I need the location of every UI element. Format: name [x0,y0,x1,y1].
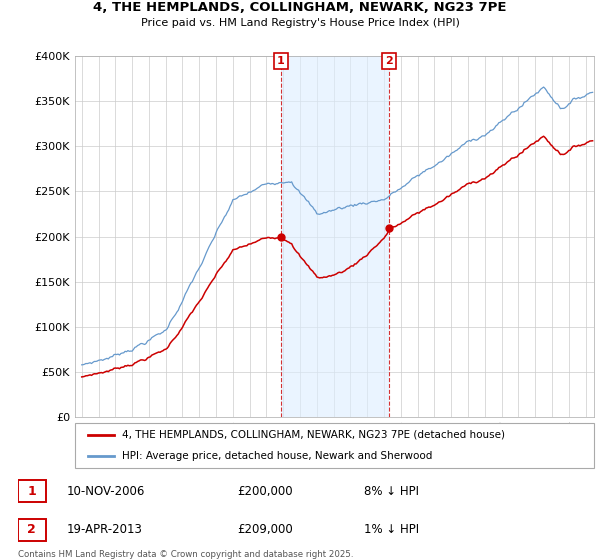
Text: 8% ↓ HPI: 8% ↓ HPI [364,485,419,498]
Text: £209,000: £209,000 [237,524,293,536]
Text: 1% ↓ HPI: 1% ↓ HPI [364,524,419,536]
FancyBboxPatch shape [18,519,46,541]
Text: Contains HM Land Registry data © Crown copyright and database right 2025.
This d: Contains HM Land Registry data © Crown c… [18,550,353,560]
FancyBboxPatch shape [18,480,46,502]
Text: 2: 2 [385,56,393,66]
Text: Price paid vs. HM Land Registry's House Price Index (HPI): Price paid vs. HM Land Registry's House … [140,18,460,28]
Text: 10-NOV-2006: 10-NOV-2006 [67,485,145,498]
FancyBboxPatch shape [75,423,594,468]
Bar [281,56,389,417]
Text: £200,000: £200,000 [237,485,293,498]
Text: 4, THE HEMPLANDS, COLLINGHAM, NEWARK, NG23 7PE: 4, THE HEMPLANDS, COLLINGHAM, NEWARK, NG… [93,1,507,14]
Text: HPI: Average price, detached house, Newark and Sherwood: HPI: Average price, detached house, Newa… [122,450,432,460]
Text: 2: 2 [28,524,36,536]
Text: 1: 1 [277,56,285,66]
Text: 1: 1 [28,485,36,498]
Text: 4, THE HEMPLANDS, COLLINGHAM, NEWARK, NG23 7PE (detached house): 4, THE HEMPLANDS, COLLINGHAM, NEWARK, NG… [122,430,505,440]
Text: 19-APR-2013: 19-APR-2013 [67,524,143,536]
